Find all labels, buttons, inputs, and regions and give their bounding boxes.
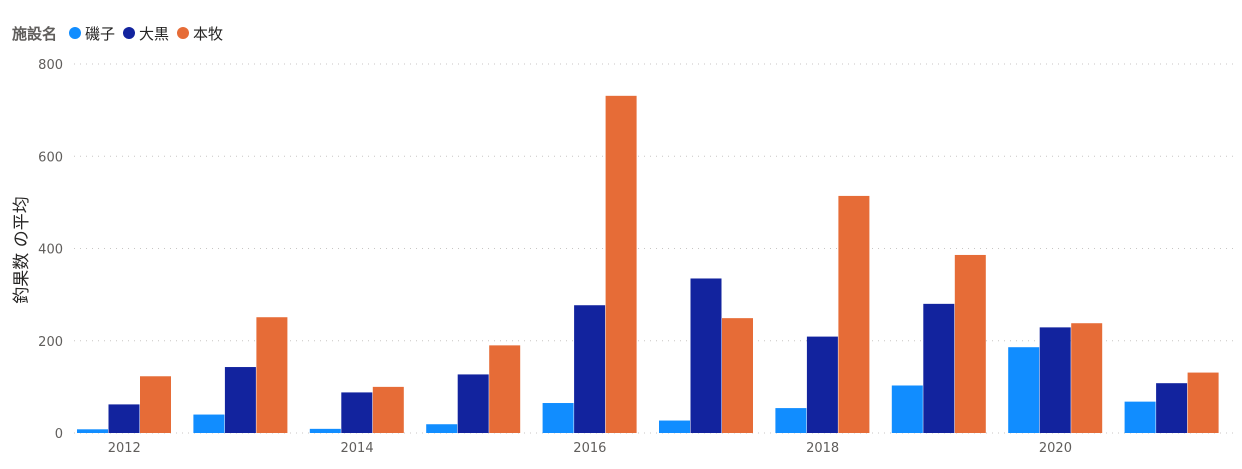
bar-大黒-2014[interactable] [341, 392, 373, 433]
legend-swatch-daikoku [123, 27, 136, 39]
bar-本牧-2015[interactable] [489, 345, 521, 433]
y-axis-title: 釣果数 の平均 [12, 196, 32, 303]
x-tick-label: 2016 [573, 441, 606, 456]
bar-大黒-2012[interactable] [108, 404, 140, 433]
legend-title: 施設名 [12, 24, 58, 43]
bar-磯子-2016[interactable] [542, 403, 574, 433]
legend-swatch-honmoku [177, 27, 190, 39]
y-tick-label: 200 [38, 335, 63, 350]
bar-磯子-2019[interactable] [891, 385, 923, 433]
bar-磯子-2020[interactable] [1008, 347, 1040, 433]
bar-本牧-2018[interactable] [838, 195, 870, 433]
bar-磯子-2017[interactable] [659, 420, 690, 433]
bar-本牧-2016[interactable] [605, 95, 637, 434]
y-tick-label: 800 [38, 58, 63, 73]
legend-item-honmoku[interactable]: 本牧 [177, 23, 223, 44]
bar-大黒-2016[interactable] [574, 305, 606, 433]
bar-本牧-2019[interactable] [954, 254, 986, 433]
bar-大黒-2018[interactable] [806, 336, 838, 433]
bar-大黒-2020[interactable] [1039, 327, 1071, 433]
legend-swatch-isogo [69, 27, 82, 39]
bar-大黒-2017[interactable] [690, 278, 722, 433]
bar-本牧-2017[interactable] [722, 318, 753, 433]
bar-磯子-2013[interactable] [193, 414, 225, 433]
x-axis-ticks: 2012 2014 2016 2018 2020 [108, 441, 1072, 456]
bar-本牧-2020[interactable] [1071, 323, 1103, 433]
legend-item-isogo[interactable]: 磯子 [69, 23, 115, 44]
bar-本牧-2014[interactable] [372, 386, 404, 433]
legend-label-isogo: 磯子 [85, 24, 116, 43]
bar-大黒-2015[interactable] [457, 374, 489, 433]
x-tick-label: 2018 [806, 441, 839, 456]
bars [77, 95, 1219, 434]
bar-磯子-2014[interactable] [309, 428, 341, 433]
bar-磯子-2012[interactable] [77, 429, 108, 433]
gridlines [74, 63, 1238, 434]
y-tick-label: 600 [38, 150, 63, 165]
y-tick-label: 0 [55, 427, 63, 442]
x-tick-label: 2012 [108, 441, 141, 456]
bar-本牧-2012[interactable] [140, 376, 171, 433]
x-tick-label: 2020 [1039, 441, 1072, 456]
bar-本牧-2021[interactable] [1187, 372, 1219, 433]
bar-本牧-2013[interactable] [256, 317, 288, 433]
x-tick-label: 2014 [341, 441, 374, 456]
y-tick-label: 400 [38, 243, 63, 258]
legend-item-daikoku[interactable]: 大黒 [123, 23, 169, 44]
bar-大黒-2021[interactable] [1156, 383, 1188, 433]
bar-磯子-2015[interactable] [426, 424, 458, 433]
bar-磯子-2021[interactable] [1124, 401, 1156, 433]
y-axis-ticks: 0 200 400 600 800 [38, 58, 63, 442]
bar-大黒-2019[interactable] [923, 303, 955, 433]
bar-大黒-2013[interactable] [224, 367, 256, 433]
legend: 施設名 磯子 大黒 本牧 [12, 21, 231, 45]
legend-label-honmoku: 本牧 [193, 24, 224, 43]
legend-label-daikoku: 大黒 [139, 24, 170, 43]
bar-磯子-2018[interactable] [775, 408, 807, 433]
